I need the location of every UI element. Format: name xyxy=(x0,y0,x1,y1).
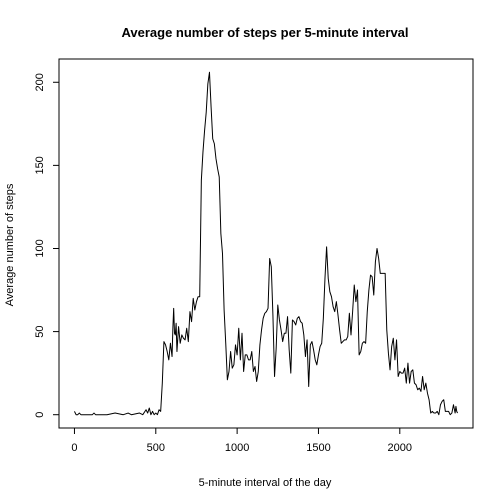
x-tick-label-4: 2000 xyxy=(388,442,412,454)
x-tick-label-3: 1500 xyxy=(306,442,330,454)
x-axis: 0 500 1000 1500 2000 xyxy=(71,427,412,454)
x-axis-label: 5-minute interval of the day xyxy=(199,477,332,489)
x-tick-label-0: 0 xyxy=(71,442,77,454)
y-tick-label-1: 50 xyxy=(34,325,46,337)
x-tick-label-2: 1000 xyxy=(225,442,249,454)
y-axis-label: Average number of steps xyxy=(4,183,16,306)
y-tick-label-2: 100 xyxy=(34,239,46,257)
chart-title: Average number of steps per 5-minute int… xyxy=(121,25,408,40)
series-layer xyxy=(74,71,458,416)
series-line-0 xyxy=(74,71,458,416)
y-tick-label-0: 0 xyxy=(34,412,46,418)
x-tick-label-1: 500 xyxy=(147,442,165,454)
y-tick-label-3: 150 xyxy=(34,156,46,174)
y-tick-label-4: 200 xyxy=(34,73,46,91)
y-axis: 0 50 100 150 200 xyxy=(34,73,60,418)
